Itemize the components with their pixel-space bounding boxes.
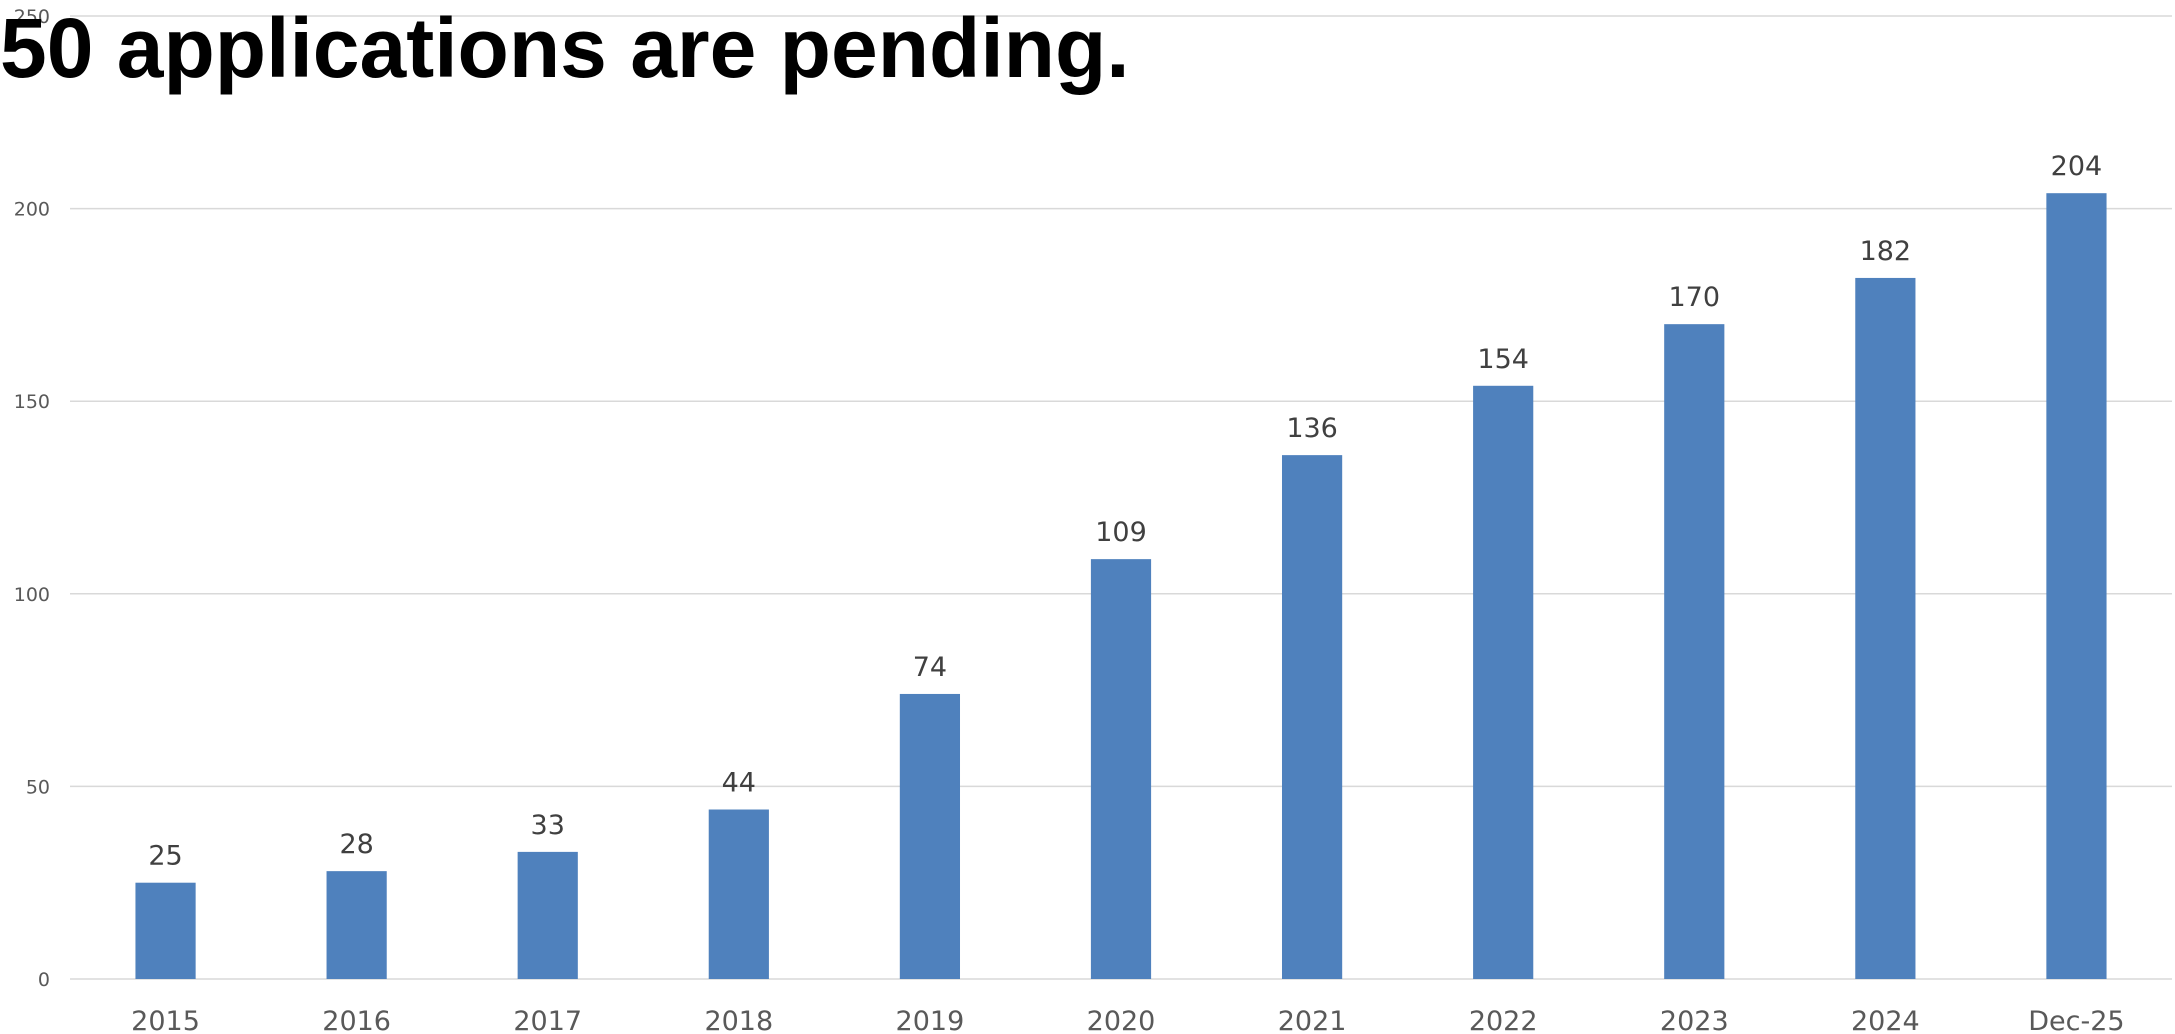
- data-label: 74: [913, 652, 947, 683]
- chart-headline: 50 applications are pending.: [0, 1, 1130, 95]
- bar-2020: [1090, 559, 1152, 979]
- bar-2023: [1664, 324, 1725, 979]
- x-tick-label: 2020: [1087, 1006, 1156, 1034]
- data-label: 154: [1477, 344, 1529, 375]
- y-axis-ticks: 0 50 100 150 200 250: [14, 6, 50, 991]
- data-label: 44: [722, 768, 756, 799]
- bar-2018: [708, 809, 769, 979]
- data-label: 25: [148, 841, 182, 872]
- bar-dec-25: [2046, 193, 2107, 979]
- x-tick-label: 2023: [1660, 1006, 1729, 1034]
- bar-2016: [326, 871, 387, 979]
- x-tick-label: 2015: [131, 1006, 200, 1034]
- x-axis-ticks: 2015 2016 2017 2018 2019 2020 2021 2022 2023 2024…: [131, 1006, 2124, 1034]
- y-tick-label: 0: [38, 969, 50, 991]
- data-label: 170: [1668, 282, 1720, 313]
- data-label: 204: [2051, 151, 2103, 182]
- data-labels: 25 28 33 44 74 109 136 154 170 182 204: [148, 151, 2102, 872]
- x-tick-label: 2016: [322, 1006, 391, 1034]
- y-tick-label: 200: [14, 199, 50, 221]
- data-label: 28: [339, 829, 373, 860]
- y-tick-label: 150: [14, 391, 50, 413]
- x-tick-label: 2024: [1851, 1006, 1920, 1034]
- bar-2019: [899, 693, 961, 979]
- bar-2021: [1281, 455, 1343, 979]
- bars: [135, 193, 2107, 979]
- x-tick-label: 2017: [513, 1006, 582, 1034]
- bar-2015: [135, 882, 196, 979]
- x-tick-label: Dec-25: [2028, 1006, 2124, 1034]
- x-tick-label: 2021: [1278, 1006, 1347, 1034]
- data-label: 182: [1860, 236, 1912, 267]
- data-label: 109: [1095, 517, 1147, 548]
- data-label: 136: [1286, 413, 1338, 444]
- x-tick-label: 2022: [1469, 1006, 1538, 1034]
- y-tick-label: 50: [26, 776, 50, 798]
- bar-2017: [517, 851, 578, 979]
- y-tick-label: 100: [14, 584, 50, 606]
- y-tick-label: 250: [14, 6, 50, 28]
- bar-2024: [1855, 277, 1916, 979]
- bar-2022: [1473, 385, 1534, 979]
- x-tick-label: 2019: [896, 1006, 965, 1034]
- data-label: 33: [531, 810, 565, 841]
- x-tick-label: 2018: [704, 1006, 773, 1034]
